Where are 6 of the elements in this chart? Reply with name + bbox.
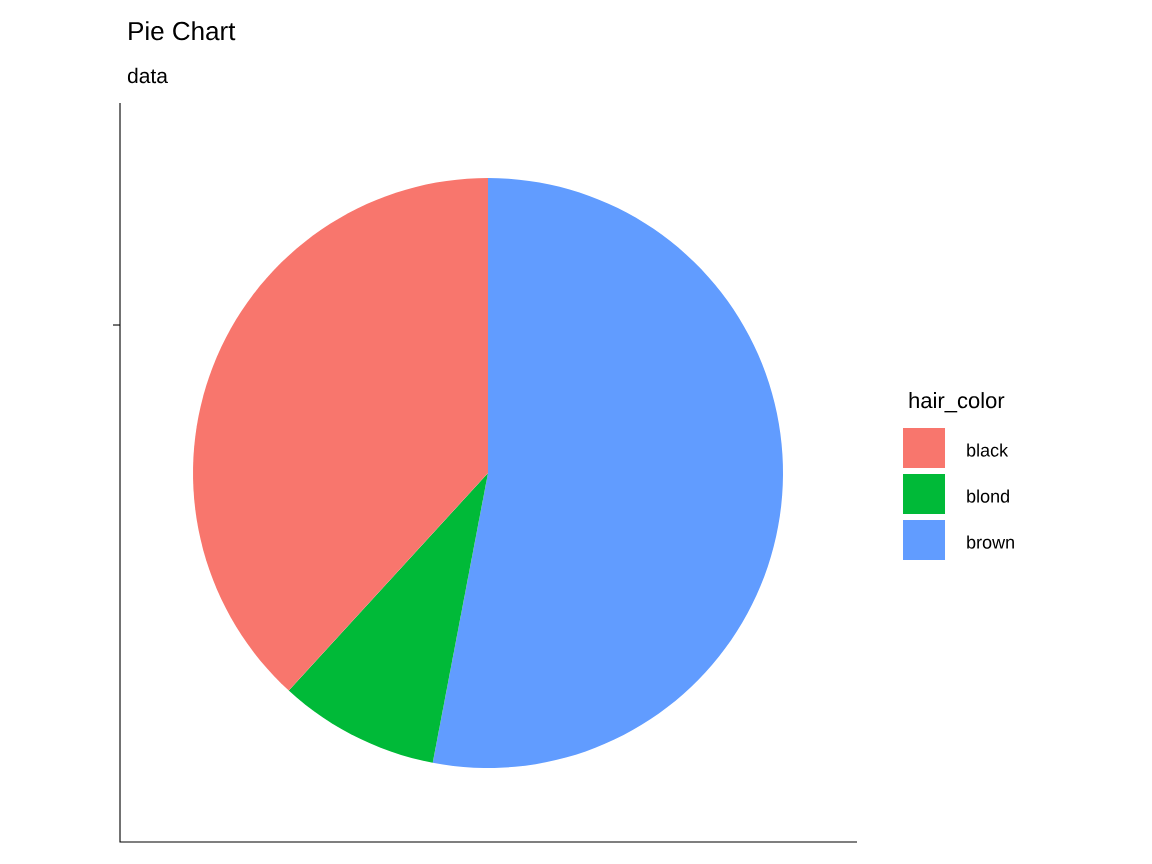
chart-subtitle: data <box>127 67 168 84</box>
legend-title: hair_color <box>909 392 1005 413</box>
legend-label: black <box>967 443 1009 457</box>
legend-label: brown <box>967 535 1014 549</box>
chart-title: Pie Chart <box>129 21 236 41</box>
legend-label: blond <box>967 489 1009 503</box>
